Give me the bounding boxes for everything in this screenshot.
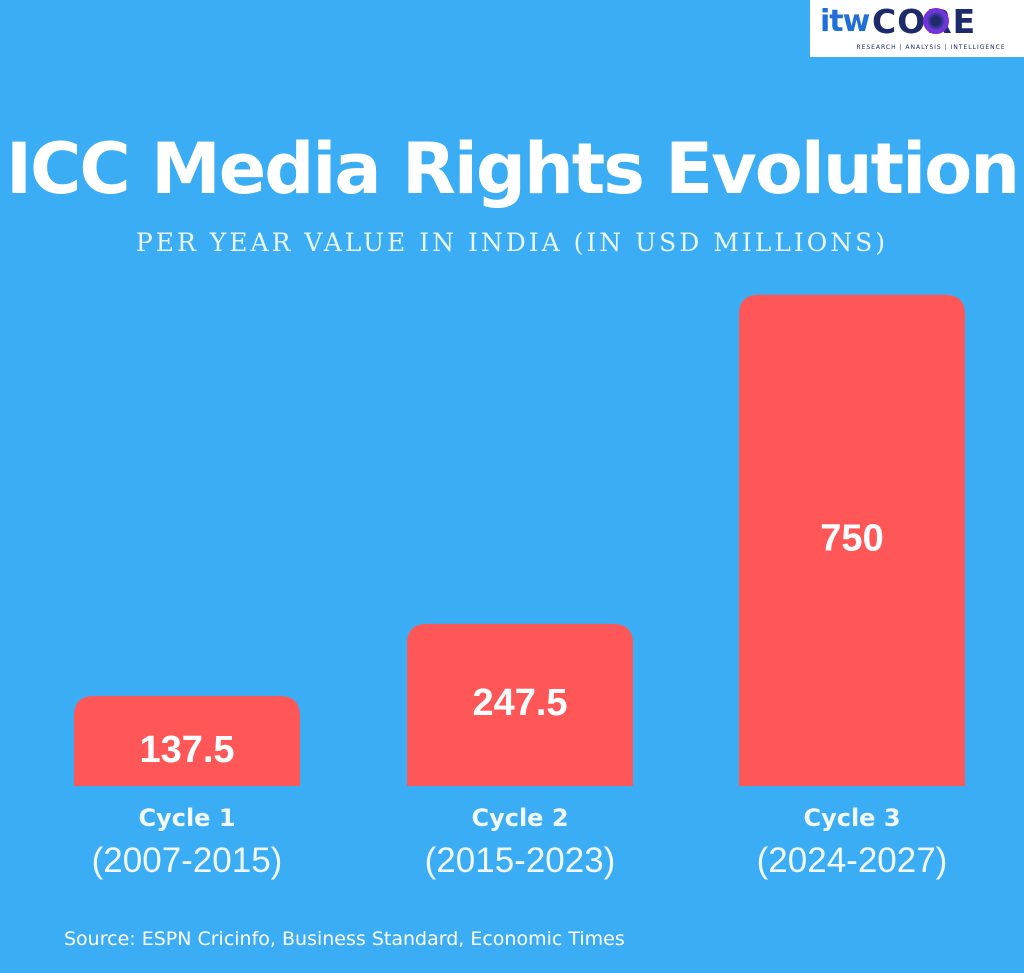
x-tick-label: Cycle 1	[138, 804, 235, 832]
chart-title: ICC Media Rights Evolution	[5, 128, 1020, 210]
bar-value-label: 750	[820, 517, 883, 559]
bar-value-label: 247.5	[472, 682, 567, 724]
bar-cycle-3	[739, 294, 965, 786]
x-tick-period-label: (2015-2023)	[425, 841, 616, 880]
logo-ring-icon	[923, 8, 949, 34]
bar-cycle-2	[407, 623, 633, 786]
logo-tagline: RESEARCH | ANALYSIS | INTELLIGENCE	[856, 44, 1006, 51]
chart-subtitle: PER YEAR VALUE IN INDIA (IN USD MILLIONS…	[135, 228, 889, 257]
logo-prefix: itw	[820, 4, 870, 39]
x-tick-period-label: (2024-2027)	[757, 841, 948, 880]
source-note: Source: ESPN Cricinfo, Business Standard…	[64, 928, 625, 950]
x-tick-period-label: (2007-2015)	[92, 841, 283, 880]
bar-cycle-1	[74, 695, 300, 786]
x-tick-label: Cycle 3	[803, 804, 900, 832]
bar-value-label: 137.5	[139, 729, 234, 771]
x-tick-label: Cycle 2	[471, 804, 568, 832]
logo: itw CORE RESEARCH | ANALYSIS | INTELLIGE…	[810, 0, 1024, 57]
